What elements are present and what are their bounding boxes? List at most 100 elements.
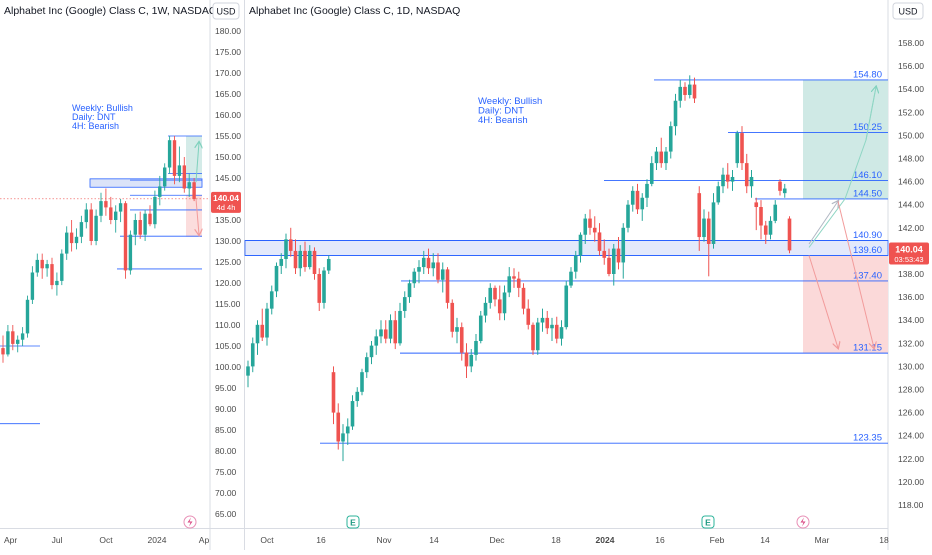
daily-candle-body [531, 324, 535, 351]
weekly-candle-body [79, 222, 84, 237]
weekly-candle-body [158, 186, 162, 197]
daily-level-label: 144.50 [853, 188, 882, 199]
weekly-annotation-line: 4H: Bearish [72, 121, 119, 131]
daily-candle-body [640, 197, 645, 210]
weekly-x-tick-label: Apr [4, 535, 17, 545]
daily-candle-body [550, 324, 554, 329]
daily-candle-body [483, 302, 488, 316]
daily-candle-body [269, 291, 274, 309]
daily-level-label: 154.80 [853, 69, 882, 80]
daily-candle-body [284, 239, 288, 259]
weekly-y-tick-label: 135.00 [215, 215, 241, 225]
daily-candle-body [355, 391, 360, 402]
daily-candle-body [540, 317, 545, 323]
daily-candle-body [426, 257, 431, 269]
weekly-y-tick-label: 90.00 [215, 404, 237, 414]
daily-candle-body [706, 218, 711, 244]
daily-candle-body [673, 100, 678, 127]
daily-candle-body [521, 287, 526, 309]
daily-candle-body [474, 340, 478, 355]
daily-candle-body [364, 357, 369, 373]
daily-candle-body [578, 234, 583, 256]
daily-candle-body [564, 285, 569, 328]
weekly-candle-body [55, 280, 59, 286]
daily-candle-body [274, 265, 279, 292]
daily-candle-body [298, 250, 303, 269]
daily-candle-body [569, 271, 573, 286]
daily-candle-body [383, 329, 388, 339]
weekly-y-tick-label: 120.00 [215, 278, 241, 288]
weekly-candle-body [143, 213, 147, 235]
daily-y-tick-label: 150.00 [898, 130, 924, 140]
weekly-candle-body [109, 207, 113, 220]
daily-currency-label: USD [898, 7, 918, 17]
daily-candle-body [664, 151, 668, 164]
daily-candle-body [649, 163, 654, 184]
daily-candle-body [602, 250, 607, 258]
daily-bull-arrow [865, 87, 876, 141]
earnings-icon: E [350, 518, 356, 528]
weekly-candle-body [99, 201, 103, 216]
weekly-candle-body [148, 213, 152, 225]
daily-candle-body [265, 308, 269, 338]
daily-candle-body [702, 218, 706, 238]
weekly-candle-body [50, 264, 54, 286]
daily-candle-body [607, 257, 611, 274]
weekly-candle-body [114, 211, 118, 220]
daily-candle-body [412, 271, 417, 284]
weekly-x-tick-label: Ap [199, 535, 210, 545]
weekly-y-tick-label: 65.00 [215, 509, 237, 519]
daily-annotation-line: Daily: DNT [478, 106, 524, 117]
daily-y-tick-label: 130.00 [898, 361, 924, 371]
daily-y-tick-label: 120.00 [898, 477, 924, 487]
daily-level-label: 140.90 [853, 230, 882, 241]
weekly-lightning-icon [187, 517, 193, 527]
weekly-price-tag [211, 191, 241, 213]
weekly-currency-label: USD [216, 7, 236, 17]
daily-candle-body [260, 324, 265, 338]
weekly-candle-body [138, 220, 142, 235]
weekly-currency-button[interactable] [212, 2, 240, 20]
weekly-candle-body [89, 209, 93, 241]
daily-candle-body [450, 302, 455, 332]
weekly-y-tick-label: 105.00 [215, 341, 241, 351]
daily-candle-body [246, 366, 250, 376]
weekly-y-tick-label: 95.00 [215, 383, 237, 393]
daily-y-tick-label: 156.00 [898, 61, 924, 71]
daily-candle-body [626, 204, 630, 228]
daily-price-tag-value: 140.04 [895, 244, 923, 254]
earnings-icon: E [705, 518, 711, 528]
daily-candle-body [317, 274, 322, 303]
daily-candle-body [417, 267, 421, 272]
daily-candle-body [345, 426, 350, 434]
daily-y-tick-label: 124.00 [898, 431, 924, 441]
daily-y-tick-label: 158.00 [898, 38, 924, 48]
daily-candle-body [445, 269, 450, 303]
weekly-support-zone [89, 178, 203, 188]
daily-candle-body [488, 287, 493, 303]
weekly-candle-body [153, 196, 157, 225]
weekly-y-tick-label: 115.00 [215, 299, 241, 309]
daily-candle-body [336, 412, 341, 442]
daily-annotation-line: 4H: Bearish [478, 115, 528, 126]
earnings-marker [346, 515, 360, 529]
daily-candle-body [759, 207, 763, 226]
daily-candle-body [307, 250, 312, 268]
daily-retest-arrow [808, 201, 838, 245]
daily-candle-body [360, 372, 364, 392]
daily-lightning-icon [800, 517, 806, 527]
daily-candle-body [326, 258, 331, 271]
weekly-candle-body [133, 220, 137, 235]
daily-candle-body [678, 86, 683, 101]
daily-x-tick-label: 2024 [596, 535, 615, 545]
weekly-candle-body [11, 331, 15, 344]
daily-candle-body [535, 322, 540, 351]
daily-candle-body [621, 227, 626, 263]
weekly-x-tick-label: Jul [52, 535, 63, 545]
daily-candle-body [668, 126, 673, 152]
daily-currency-button[interactable] [892, 2, 924, 20]
weekly-y-tick-label: 150.00 [215, 152, 241, 162]
daily-candle-body [716, 186, 721, 203]
